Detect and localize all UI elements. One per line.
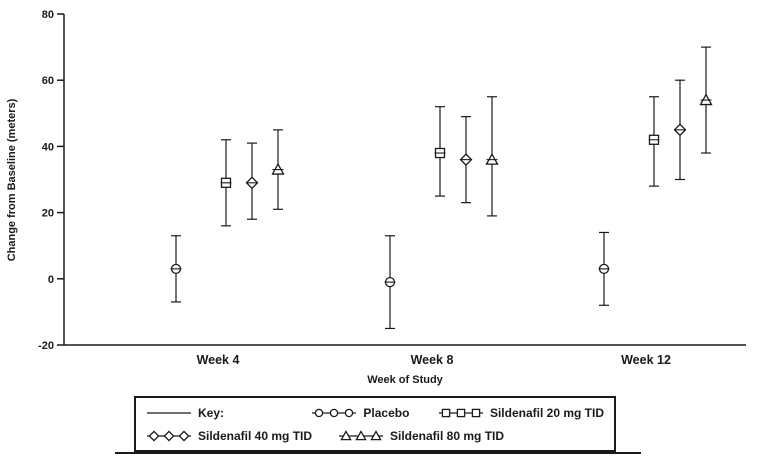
circle-marker-symbol [312, 408, 357, 417]
point-placebo-week-4 [170, 235, 182, 303]
point-sildenafil-80-mg-tid-week-8 [485, 96, 499, 217]
y-tick-label: -20 [38, 340, 54, 352]
legend-row-1: Key: Placebo Sildenafil 20 mg TID [146, 401, 604, 424]
y-tick-label: 20 [42, 208, 54, 220]
x-category-label: Week 12 [621, 353, 671, 367]
point-sildenafil-20-mg-tid-week-12 [648, 96, 660, 187]
y-tick-label: 0 [48, 274, 54, 286]
legend-label-sildenafil-40: Sildenafil 40 mg TID [198, 428, 313, 443]
point-placebo-week-8 [384, 235, 396, 330]
legend-label-placebo: Placebo [363, 405, 410, 420]
legend-key-label: Key: [198, 405, 225, 420]
y-axis-title: Change from Baseline (meters) [6, 98, 18, 261]
point-sildenafil-80-mg-tid-week-12 [699, 46, 713, 154]
point-sildenafil-20-mg-tid-week-8 [434, 106, 446, 197]
chart-legend: Key: Placebo Sildenafil 20 mg TID Silden… [134, 396, 616, 452]
legend-item-sildenafil-20: Sildenafil 20 mg TID [438, 406, 604, 420]
legend-item-placebo: Placebo [311, 406, 438, 420]
point-sildenafil-40-mg-tid-week-8 [459, 116, 473, 204]
point-sildenafil-20-mg-tid-week-4 [220, 139, 232, 227]
bottom-rule [115, 452, 641, 454]
y-tick-label: 40 [42, 141, 54, 153]
legend-key: Key: [146, 406, 311, 420]
legend-label-sildenafil-80: Sildenafil 80 mg TID [390, 428, 505, 443]
point-sildenafil-40-mg-tid-week-4 [245, 142, 259, 220]
y-tick-label: 80 [42, 9, 54, 21]
triangle-marker-symbol [339, 429, 383, 440]
square-marker-symbol [438, 408, 483, 417]
legend-item-sildenafil-40: Sildenafil 40 mg TID [146, 429, 338, 443]
y-tick-label: 60 [42, 75, 54, 87]
point-placebo-week-12 [598, 231, 610, 306]
point-sildenafil-80-mg-tid-week-4 [271, 129, 285, 210]
x-category-label: Week 8 [411, 353, 454, 367]
x-category-label: Week 4 [197, 353, 240, 367]
legend-row-2: Sildenafil 40 mg TID Sildenafil 80 mg TI… [146, 424, 604, 447]
x-axis-title: Week of Study [367, 374, 443, 386]
key-line-symbol [147, 411, 191, 414]
errorbar-chart: -20 0 20 40 60 80 Change from Baseline (meters… [6, 9, 746, 386]
legend-item-sildenafil-80: Sildenafil 80 mg TID [338, 429, 604, 443]
diamond-marker-symbol [147, 429, 191, 442]
legend-label-sildenafil-20: Sildenafil 20 mg TID [489, 405, 604, 420]
point-sildenafil-40-mg-tid-week-12 [673, 79, 687, 181]
